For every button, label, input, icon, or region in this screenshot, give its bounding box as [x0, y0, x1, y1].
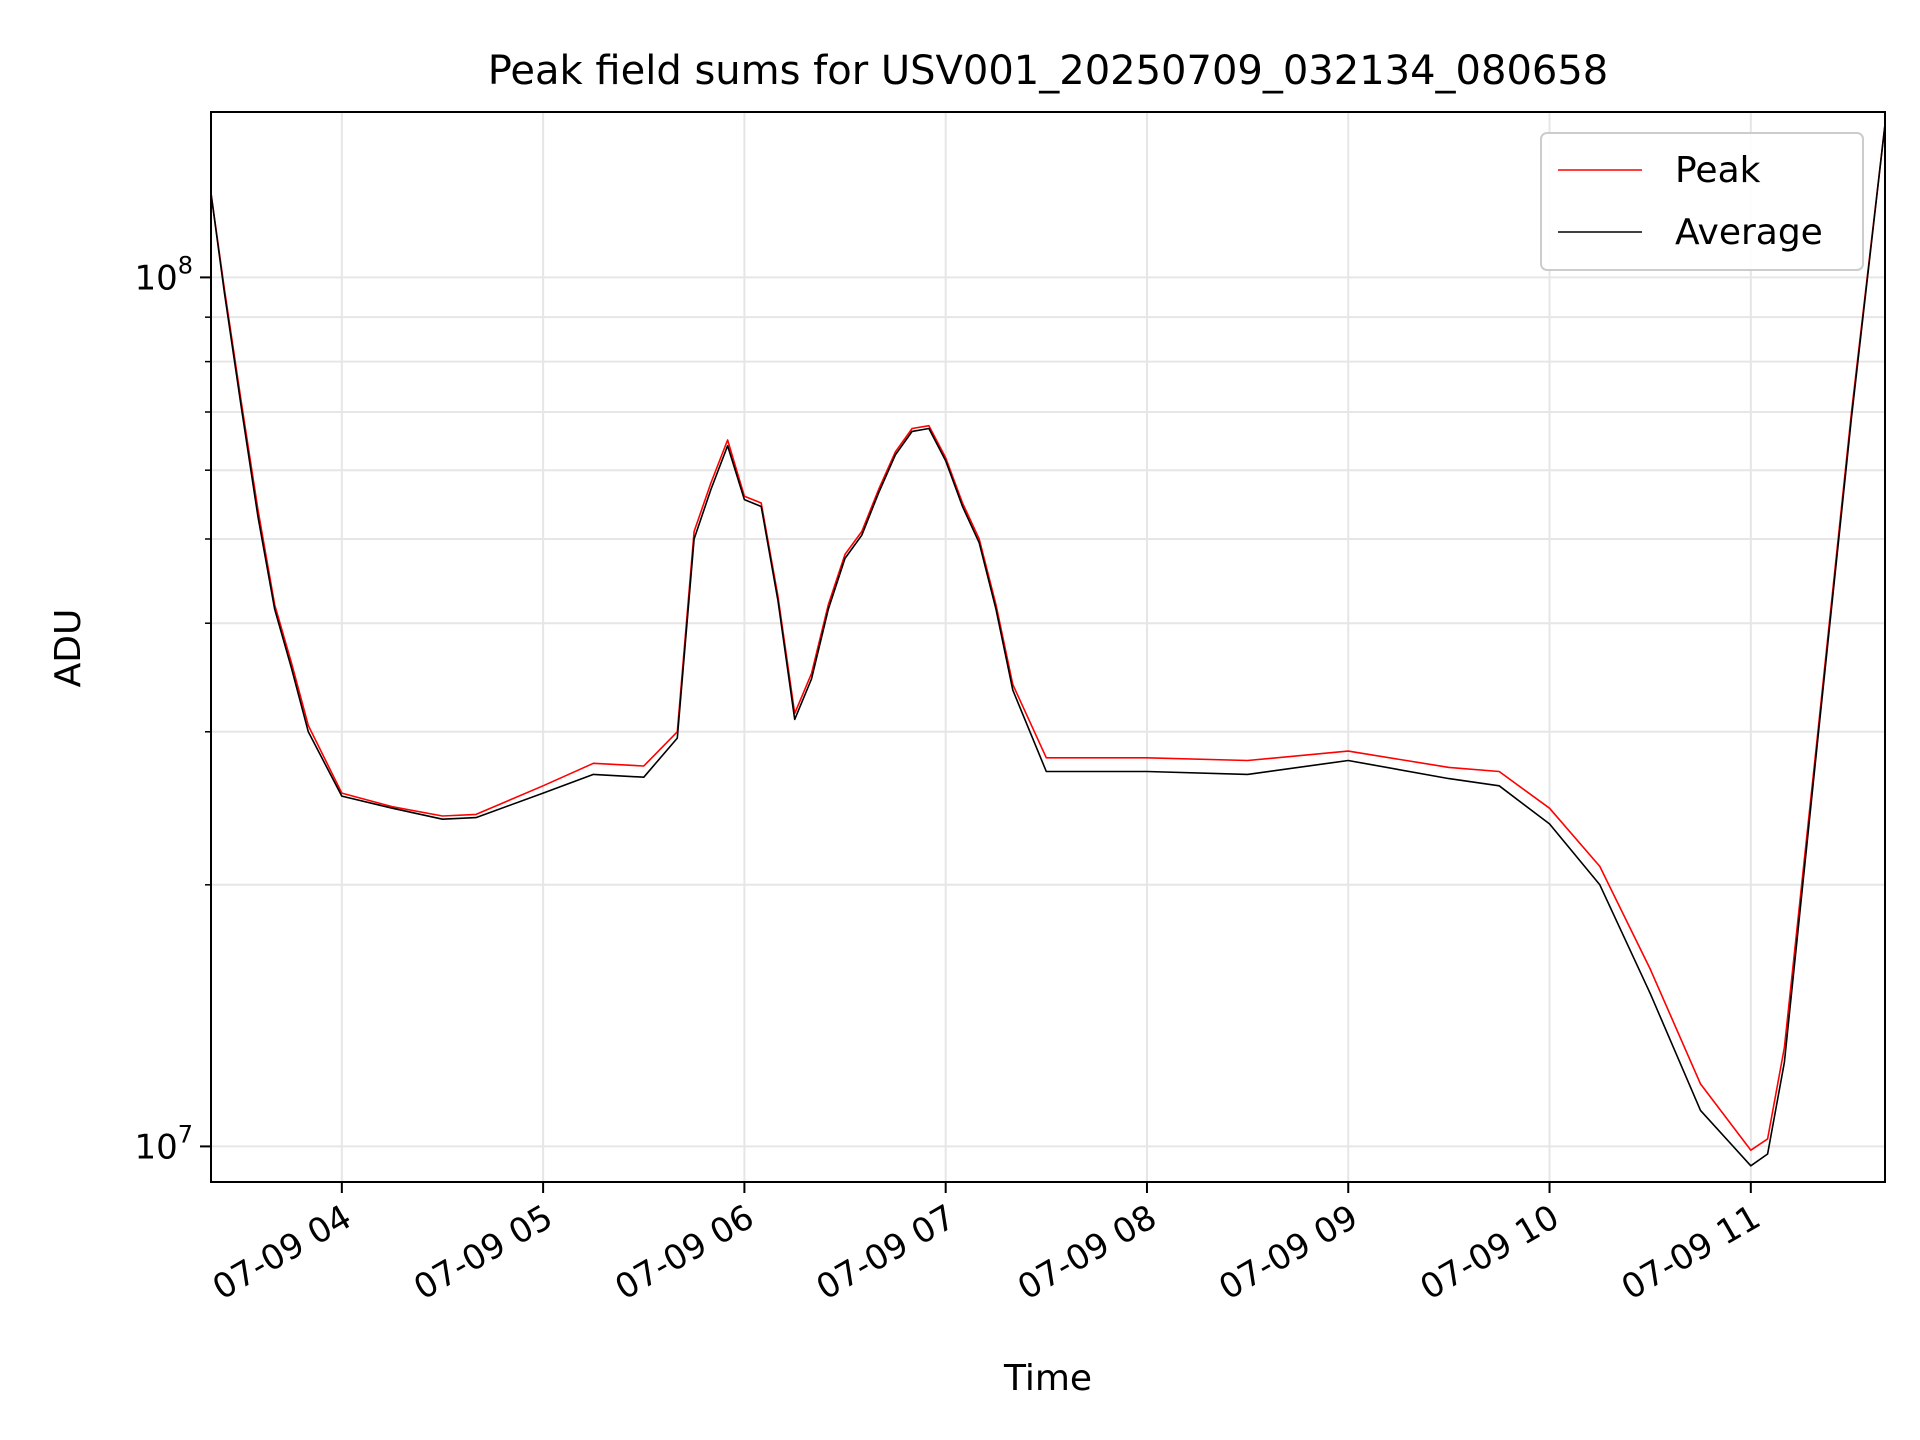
plot-frame [210, 111, 1886, 1183]
y-tick-label: 107 [134, 1120, 193, 1167]
x-axis-label: Time [1003, 1358, 1092, 1399]
legend-peak-label: Peak [1675, 150, 1761, 191]
series-line-average [211, 124, 1885, 1167]
chart-title: Peak field sums for USV001_20250709_0321… [488, 48, 1609, 94]
y-axis: 107 108 [134, 251, 211, 1167]
series-line-peak [211, 124, 1885, 1151]
legend: Peak Average [1540, 132, 1864, 271]
y-tick-label: 108 [134, 251, 193, 298]
legend-average-label: Average [1675, 212, 1823, 253]
plot-lines [211, 124, 1885, 1167]
y-axis-label: ADU [48, 609, 89, 688]
legend-box [1540, 132, 1864, 271]
grid [211, 112, 1885, 1182]
